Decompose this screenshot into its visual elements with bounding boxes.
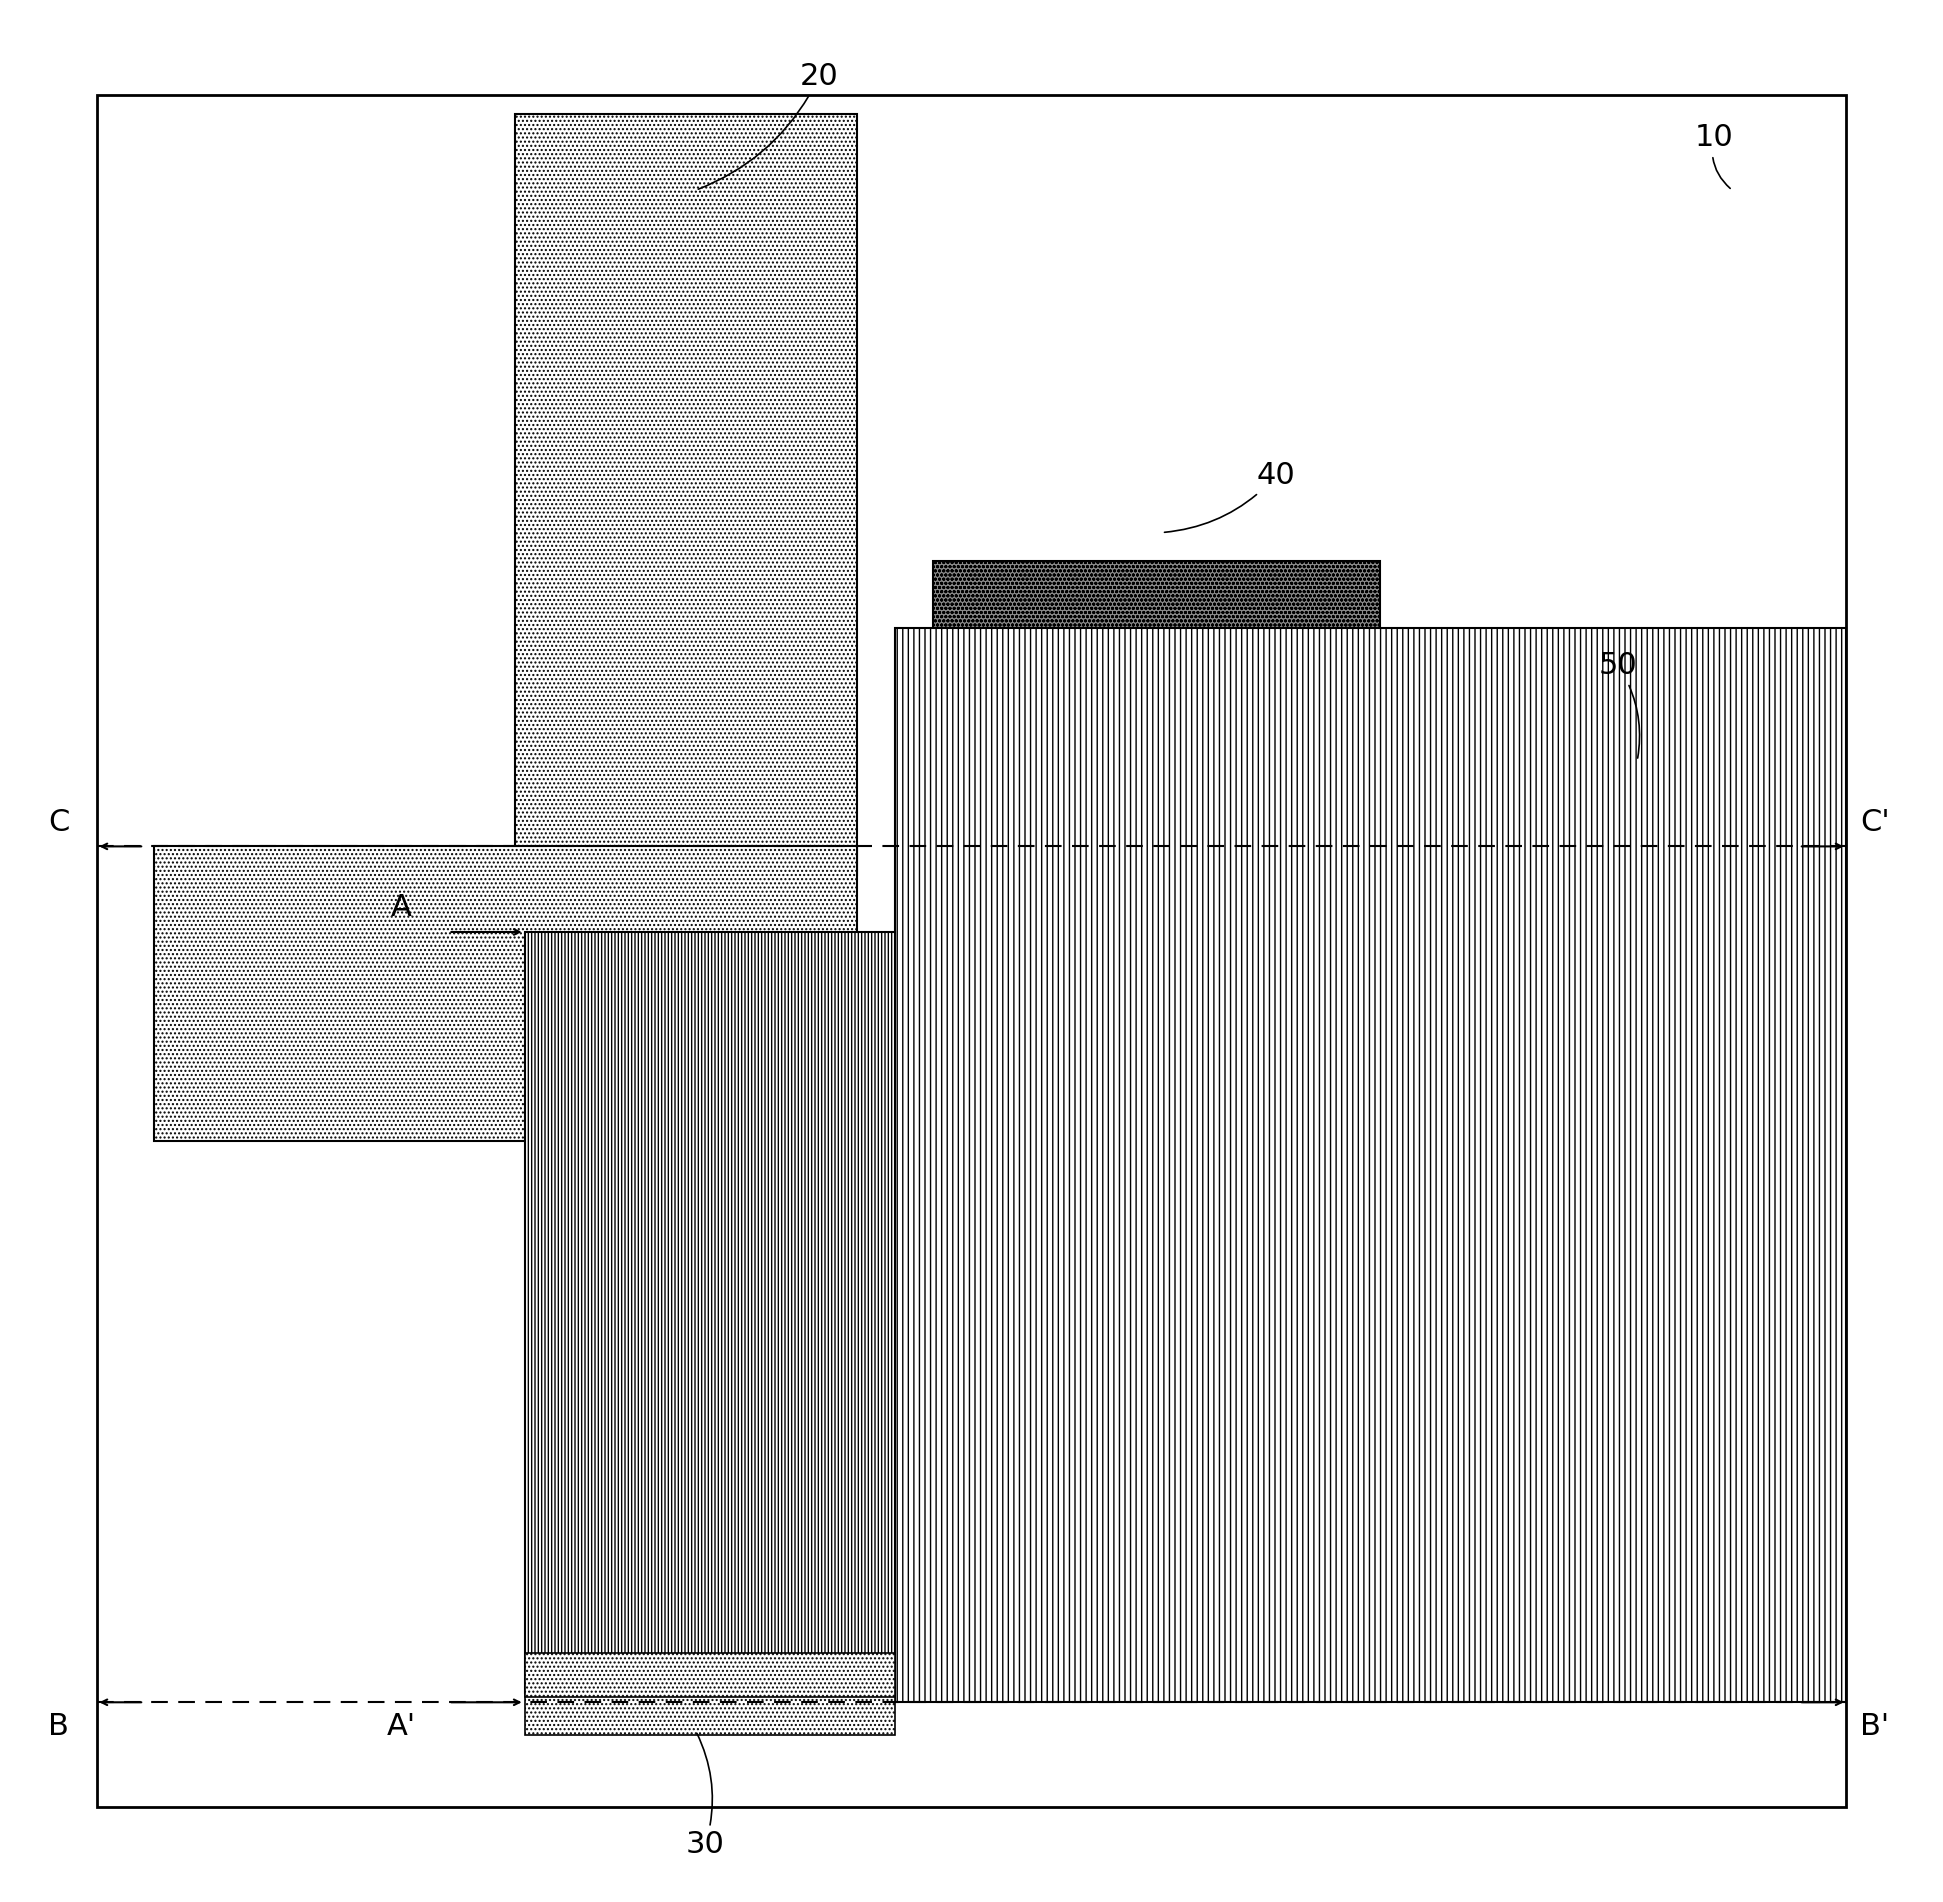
- Bar: [933, 561, 1380, 1141]
- Text: B: B: [49, 1712, 70, 1740]
- Text: 30: 30: [686, 1733, 725, 1860]
- Text: 50: 50: [1599, 650, 1640, 759]
- Bar: [896, 628, 1846, 1702]
- Bar: [153, 846, 857, 1141]
- Bar: [525, 1653, 896, 1697]
- Text: 20: 20: [698, 61, 839, 188]
- Bar: [525, 932, 896, 1693]
- Text: C': C': [1859, 808, 1891, 837]
- Text: 10: 10: [1694, 124, 1733, 188]
- Text: B': B': [1859, 1712, 1889, 1740]
- Bar: [525, 1691, 896, 1735]
- Text: 40: 40: [1164, 460, 1296, 533]
- Text: C: C: [49, 808, 70, 837]
- Text: A': A': [387, 1712, 416, 1740]
- Text: A: A: [391, 894, 412, 922]
- Bar: [515, 114, 857, 875]
